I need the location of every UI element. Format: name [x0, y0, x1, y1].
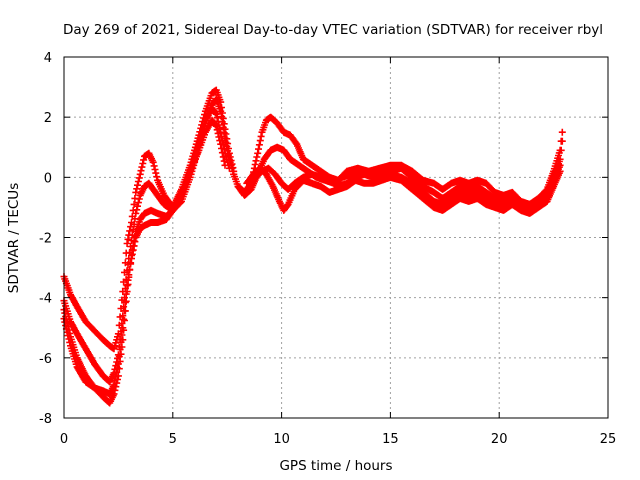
grid-lines [64, 57, 608, 418]
x-tick-labels: 0 5 10 15 20 25 [60, 432, 616, 447]
data-points [60, 86, 566, 407]
series-track-3 [60, 104, 233, 407]
y-tick-label: 2 [44, 111, 52, 126]
y-tick-label: -4 [39, 292, 52, 307]
y-tick-labels: -8 -6 -4 -2 0 2 4 [39, 51, 52, 427]
x-tick-label: 25 [600, 432, 617, 447]
y-axis-label: SDTVAR / TECUs [6, 183, 22, 293]
y-tick-label: -2 [39, 232, 52, 247]
y-tick-label: -8 [39, 412, 52, 427]
y-tick-label: -6 [39, 352, 52, 367]
x-tick-label: 5 [169, 432, 177, 447]
chart-title: Day 269 of 2021, Sidereal Day-to-day VTE… [63, 22, 603, 38]
axis-ticks [63, 56, 609, 419]
series-track-8 [243, 164, 564, 217]
y-tick-label: 0 [44, 171, 52, 186]
series-markers [60, 95, 238, 386]
series-markers [60, 104, 233, 407]
x-tick-label: 0 [60, 432, 68, 447]
x-tick-label: 15 [382, 432, 399, 447]
series-track-2 [60, 95, 238, 386]
y-tick-label: 4 [44, 51, 52, 66]
series-markers [230, 113, 566, 208]
x-axis-label: GPS time / hours [279, 458, 392, 474]
x-tick-label: 20 [491, 432, 508, 447]
series-track-5 [230, 113, 566, 208]
x-tick-label: 10 [273, 432, 290, 447]
series-markers [243, 164, 564, 217]
